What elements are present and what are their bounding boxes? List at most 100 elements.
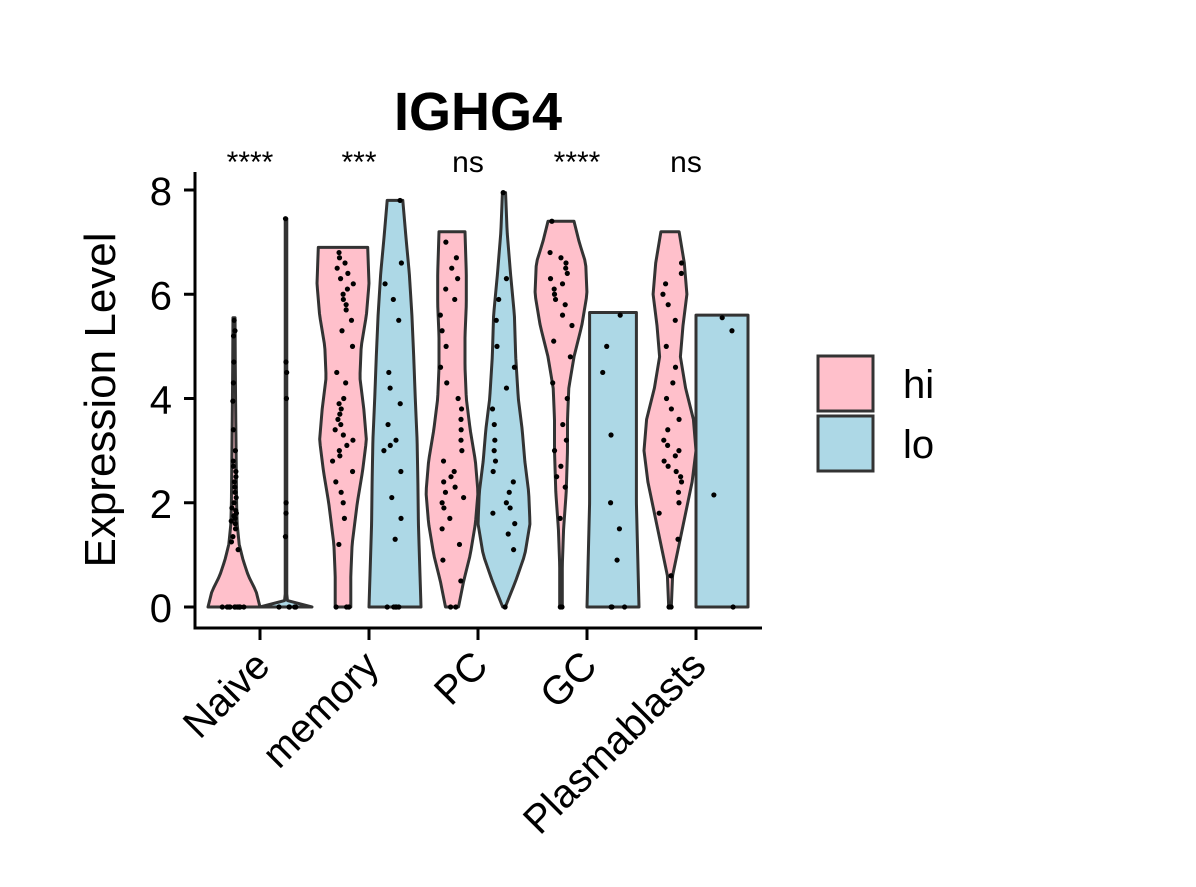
- data-point: [665, 302, 671, 308]
- legend-swatch-hi: [816, 354, 875, 413]
- data-point: [678, 479, 685, 485]
- data-point: [230, 458, 236, 464]
- data-point: [458, 416, 464, 422]
- data-point: [231, 500, 237, 506]
- data-point: [505, 531, 511, 537]
- data-point: [276, 604, 282, 610]
- data-point: [344, 442, 350, 449]
- data-point: [567, 354, 573, 360]
- data-point: [503, 385, 510, 391]
- data-point: [491, 448, 497, 454]
- y-ticks: 0 2 4 6 8: [150, 170, 195, 631]
- significance-label: ****: [554, 146, 601, 179]
- data-point: [344, 286, 351, 292]
- data-point: [549, 218, 555, 224]
- data-point: [660, 291, 666, 297]
- data-point: [389, 494, 395, 501]
- data-point: [346, 604, 352, 610]
- data-point: [349, 468, 356, 475]
- violin-lo-pc: [476, 191, 532, 609]
- data-point: [663, 343, 669, 349]
- data-point: [672, 317, 678, 323]
- data-point: [387, 385, 393, 391]
- y-tick-label: 2: [150, 483, 172, 527]
- data-point: [562, 302, 568, 308]
- data-point: [439, 526, 445, 532]
- data-point: [662, 281, 669, 287]
- data-point: [678, 474, 684, 480]
- data-point: [343, 307, 349, 313]
- data-point: [230, 398, 236, 404]
- data-point: [672, 364, 679, 370]
- y-tick-label: 6: [150, 274, 172, 318]
- data-point: [492, 437, 498, 443]
- data-point: [563, 265, 569, 271]
- data-point: [547, 276, 554, 282]
- data-point: [447, 604, 454, 610]
- data-point: [283, 510, 289, 516]
- data-point: [338, 489, 344, 495]
- data-point: [235, 547, 241, 553]
- data-point: [600, 369, 606, 376]
- data-point: [551, 448, 558, 454]
- data-point: [500, 190, 506, 196]
- data-point: [233, 494, 239, 501]
- data-point: [386, 369, 392, 376]
- data-point: [232, 448, 238, 454]
- data-point: [338, 421, 344, 428]
- violins-layer: [206, 191, 750, 609]
- data-point: [673, 468, 679, 475]
- data-point: [336, 401, 342, 407]
- data-point: [234, 604, 240, 610]
- data-point: [502, 604, 508, 610]
- data-point: [493, 317, 499, 323]
- data-point: [557, 515, 563, 521]
- data-point: [503, 500, 509, 506]
- data-point: [666, 604, 672, 610]
- data-point: [337, 453, 343, 459]
- data-point: [557, 604, 563, 610]
- data-point: [616, 526, 623, 532]
- data-point: [343, 380, 349, 386]
- data-point: [332, 427, 338, 433]
- data-point: [562, 484, 568, 490]
- data-point: [461, 494, 467, 501]
- data-point: [676, 416, 682, 422]
- data-point: [233, 468, 239, 475]
- data-point: [231, 359, 237, 365]
- data-point: [283, 500, 289, 506]
- violin-hi-pc: [424, 230, 480, 609]
- data-point: [219, 604, 225, 610]
- data-point: [283, 359, 289, 365]
- legend: hi lo: [816, 354, 934, 473]
- data-point: [437, 312, 443, 318]
- data-point: [676, 500, 682, 506]
- data-point: [564, 270, 570, 276]
- y-axis-label: Expression Level: [76, 232, 125, 567]
- data-point: [665, 442, 671, 449]
- data-point: [440, 458, 447, 464]
- data-point: [443, 343, 449, 349]
- data-point: [678, 270, 684, 276]
- data-point: [229, 505, 235, 511]
- data-point: [233, 507, 239, 514]
- data-point: [336, 255, 343, 261]
- data-point: [449, 265, 455, 271]
- violin-lo-plasmablasts: [694, 313, 750, 609]
- data-point: [489, 406, 496, 412]
- violin-hi-gc: [533, 219, 589, 609]
- data-point: [458, 427, 464, 433]
- data-point: [342, 260, 348, 266]
- data-point: [617, 312, 623, 318]
- x-tick-label: GC: [532, 643, 606, 717]
- data-point: [678, 260, 685, 266]
- significance-label: ns: [452, 146, 484, 179]
- data-point: [336, 541, 342, 548]
- data-point: [387, 442, 393, 449]
- data-point: [608, 604, 614, 610]
- data-point: [334, 369, 340, 376]
- data-point: [559, 312, 566, 318]
- data-point: [232, 521, 238, 527]
- data-point: [441, 479, 447, 485]
